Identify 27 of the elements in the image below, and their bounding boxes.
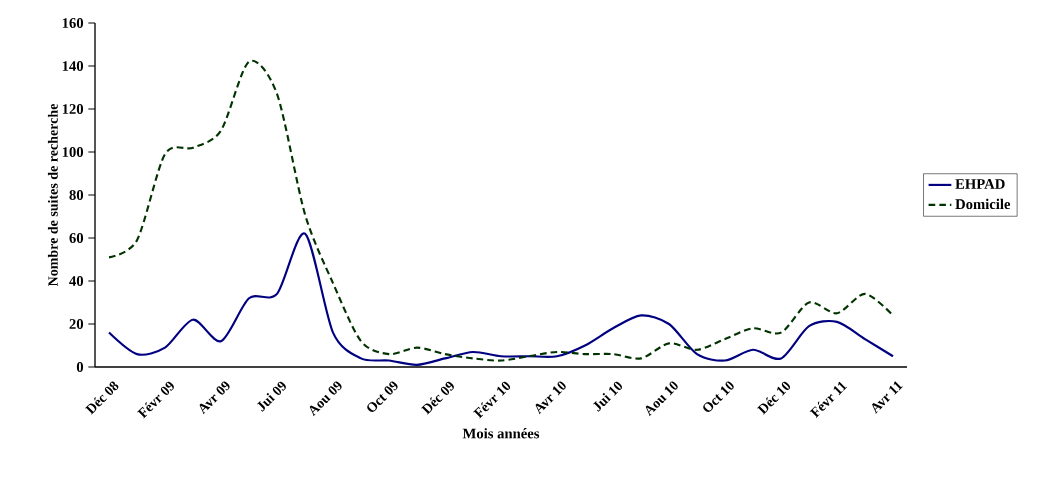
y-tick-label: 60: [69, 233, 84, 243]
y-tick-label: 20: [69, 319, 84, 329]
legend-label: EHPAD: [955, 179, 1005, 189]
x-tick-label: Déc 09: [421, 381, 454, 415]
y-tick-label: 40: [69, 276, 84, 286]
x-tick-label: Jui 10: [593, 381, 623, 412]
x-tick-label: Aou 09: [309, 381, 342, 417]
x-tick-label: Oct 10: [703, 381, 734, 412]
y-tick-label: 120: [62, 104, 84, 114]
x-tick-label: Avr 10: [535, 381, 566, 415]
y-tick-label: 160: [62, 18, 84, 28]
x-axis-title: Mois années: [462, 428, 540, 439]
y-tick-label: 0: [76, 362, 84, 372]
y-tick-label: 140: [62, 61, 84, 71]
x-tick-label: Jui 09: [257, 381, 286, 412]
x-tick-label: Avr 09: [199, 381, 230, 415]
x-tick-label: Oct 09: [367, 381, 398, 412]
x-tick-label: Avr 11: [872, 381, 903, 414]
y-axis-title: Nombre de suites de recherche: [47, 103, 58, 287]
legend-label: Domicile: [955, 198, 1011, 210]
y-tick-label: 100: [62, 147, 84, 157]
x-tick-label: Déc 08: [85, 381, 119, 415]
line-series: [107, 59, 895, 362]
x-tick-label: Déc 10: [757, 381, 791, 415]
y-tick-label: 80: [69, 190, 84, 200]
line-series: [107, 232, 895, 366]
x-tick-label: Aou 10: [645, 381, 678, 417]
